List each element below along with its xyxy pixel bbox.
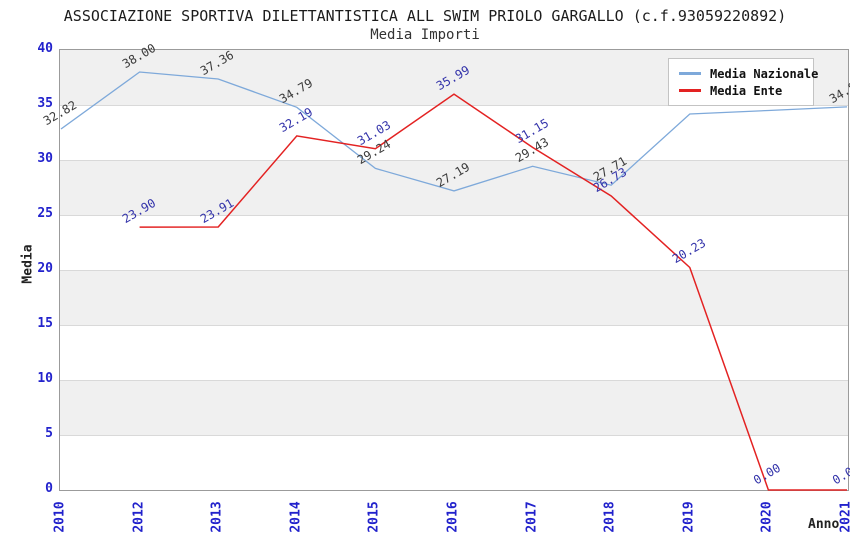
line-series: [60, 71, 848, 491]
x-tick-label: 2013: [209, 501, 225, 533]
media-nazionale-line-swatch: [679, 72, 701, 75]
y-tick-label: 0: [45, 481, 53, 496]
series-line-1: [139, 93, 847, 491]
legend-label-media-ente: Media Ente: [710, 83, 783, 98]
gridline: [60, 325, 848, 326]
x-tick-label: 2020: [759, 501, 775, 533]
y-tick-label: 5: [45, 426, 53, 441]
gridline: [60, 270, 848, 271]
gridline: [60, 215, 848, 216]
x-axis-title: Anno: [808, 517, 840, 532]
chart-title: ASSOCIAZIONE SPORTIVA DILETTANTISTICA AL…: [63, 7, 787, 25]
x-tick-label: 2015: [366, 501, 382, 533]
x-tick-label: 2010: [52, 501, 68, 533]
legend-item-media-nazionale: Media Nazionale: [679, 65, 818, 82]
x-tick-label: 2019: [681, 501, 697, 533]
y-tick-label: 30: [37, 151, 53, 166]
gridline: [60, 105, 848, 106]
x-tick-label: 2021: [838, 501, 850, 533]
legend-item-media-ente: Media Ente: [679, 82, 813, 99]
plot-band: [60, 380, 848, 435]
y-tick-label: 25: [37, 206, 53, 221]
gridline: [60, 160, 848, 161]
gridline: [60, 435, 848, 436]
media-ente-line-swatch: [679, 89, 701, 92]
legend: Media Nazionale Media Ente: [668, 58, 818, 106]
plot-band: [60, 325, 848, 380]
y-tick-label: 35: [37, 96, 53, 111]
x-tick-label: 2014: [288, 501, 304, 533]
y-tick-label: 40: [37, 41, 53, 56]
plot-band: [60, 270, 848, 325]
x-tick-label: 2017: [524, 501, 540, 533]
legend-label-media-nazionale: Media Nazionale: [710, 66, 819, 81]
y-tick-label: 20: [37, 261, 53, 276]
chart-subtitle: Media Importi: [370, 27, 480, 43]
y-tick-label: 10: [37, 371, 53, 386]
x-tick-label: 2012: [131, 501, 147, 533]
plot-band: [60, 105, 848, 160]
series-line-0: [60, 71, 848, 192]
y-tick-label: 15: [37, 316, 53, 331]
x-tick-label: 2018: [602, 501, 618, 533]
plot-band: [60, 215, 848, 270]
gridline: [60, 380, 848, 381]
x-tick-label: 2016: [445, 501, 461, 533]
plot-band: [60, 160, 848, 215]
plot-band: [60, 435, 848, 490]
plot-area: [59, 49, 849, 491]
